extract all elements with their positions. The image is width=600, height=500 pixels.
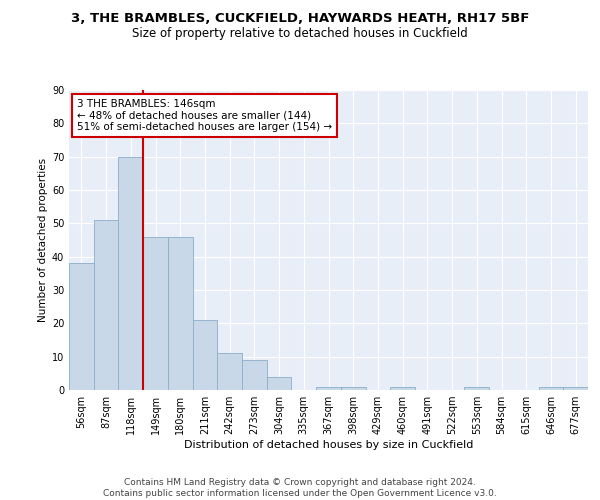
Bar bbox=[563, 386, 588, 390]
Bar bbox=[464, 386, 489, 390]
Y-axis label: Number of detached properties: Number of detached properties bbox=[38, 158, 47, 322]
Bar bbox=[69, 264, 94, 390]
Text: 3 THE BRAMBLES: 146sqm
← 48% of detached houses are smaller (144)
51% of semi-de: 3 THE BRAMBLES: 146sqm ← 48% of detached… bbox=[77, 99, 332, 132]
Bar bbox=[168, 236, 193, 390]
Bar bbox=[94, 220, 118, 390]
Bar bbox=[539, 386, 563, 390]
X-axis label: Distribution of detached houses by size in Cuckfield: Distribution of detached houses by size … bbox=[184, 440, 473, 450]
Bar bbox=[341, 386, 365, 390]
Text: 3, THE BRAMBLES, CUCKFIELD, HAYWARDS HEATH, RH17 5BF: 3, THE BRAMBLES, CUCKFIELD, HAYWARDS HEA… bbox=[71, 12, 529, 26]
Bar bbox=[118, 156, 143, 390]
Bar bbox=[267, 376, 292, 390]
Bar bbox=[143, 236, 168, 390]
Bar bbox=[217, 354, 242, 390]
Bar bbox=[390, 386, 415, 390]
Bar bbox=[316, 386, 341, 390]
Text: Size of property relative to detached houses in Cuckfield: Size of property relative to detached ho… bbox=[132, 28, 468, 40]
Bar bbox=[242, 360, 267, 390]
Bar bbox=[193, 320, 217, 390]
Text: Contains HM Land Registry data © Crown copyright and database right 2024.
Contai: Contains HM Land Registry data © Crown c… bbox=[103, 478, 497, 498]
